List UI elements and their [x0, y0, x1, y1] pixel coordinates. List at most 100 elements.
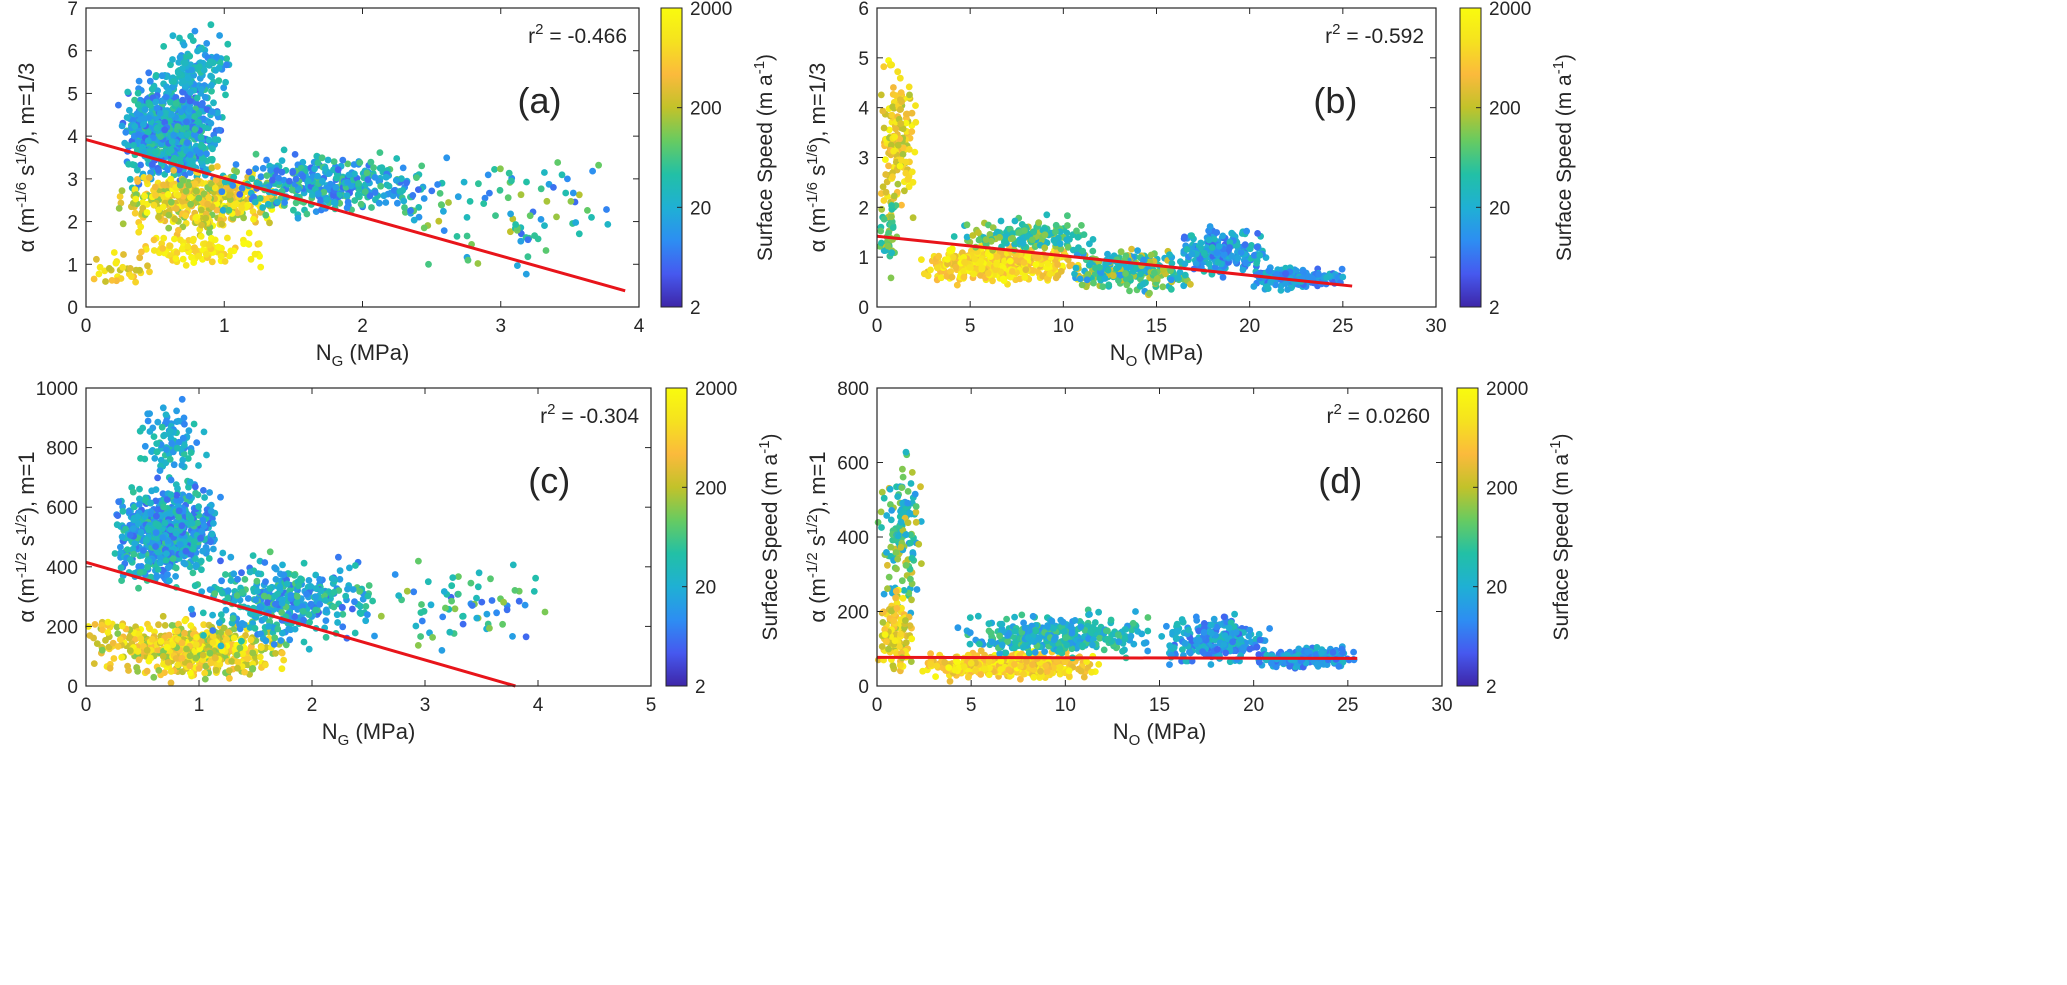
data-point: [330, 199, 338, 206]
data-point: [190, 420, 198, 428]
data-point: [145, 114, 153, 122]
data-point: [191, 244, 198, 252]
data-point: [905, 145, 913, 153]
data-point: [175, 166, 183, 174]
y-tick-label: 2: [67, 213, 78, 234]
data-point: [403, 179, 410, 187]
data-point: [1197, 239, 1205, 247]
data-point: [1083, 276, 1091, 284]
data-point: [197, 206, 205, 214]
data-point: [336, 567, 344, 575]
data-point: [1064, 243, 1072, 251]
data-point: [152, 191, 159, 199]
data-point: [198, 221, 205, 229]
data-point: [123, 114, 131, 121]
data-point: [223, 55, 231, 63]
data-point: [1214, 258, 1222, 266]
data-point: [191, 27, 199, 35]
data-point: [187, 200, 195, 208]
data-point: [435, 217, 443, 225]
colorbar-gradient: [1459, 7, 1482, 308]
data-point: [192, 489, 200, 497]
data-point: [249, 649, 257, 657]
data-point: [346, 564, 353, 572]
data-point: [343, 192, 351, 199]
data-point: [166, 242, 174, 250]
y-axis-label: α (m-1/6 s1/6), m=1/3: [13, 63, 39, 253]
data-point: [209, 145, 216, 153]
data-point: [291, 625, 299, 633]
data-point: [1090, 279, 1097, 287]
data-point: [163, 496, 171, 503]
data-point: [119, 263, 127, 271]
data-point: [314, 172, 321, 180]
x-axis-label: NG (MPa): [316, 340, 410, 370]
data-point: [213, 109, 221, 117]
data-point: [330, 158, 338, 166]
data-point: [182, 262, 190, 269]
data-point: [213, 53, 221, 61]
data-point: [1150, 269, 1158, 277]
data-point: [206, 649, 214, 657]
data-point: [288, 186, 296, 194]
data-point: [890, 192, 898, 200]
data-point: [233, 168, 241, 176]
y-axis-label: α (m-1/6 s1/6), m=1/3: [804, 63, 830, 253]
data-point: [195, 503, 203, 510]
data-point: [142, 536, 150, 544]
data-point: [247, 636, 255, 644]
data-point: [415, 186, 422, 194]
data-point: [141, 192, 149, 200]
data-point: [259, 164, 267, 172]
data-point: [892, 125, 900, 133]
data-point: [400, 197, 408, 205]
data-point: [1273, 270, 1280, 278]
data-point: [987, 237, 995, 245]
y-tick-label: 3: [67, 170, 78, 191]
y-label-sup: 1/6: [13, 144, 30, 165]
data-point: [1078, 281, 1086, 289]
panel-label: (b): [1313, 80, 1357, 121]
data-point: [161, 126, 169, 134]
data-point: [1166, 251, 1173, 258]
data-point: [944, 255, 951, 263]
data-point: [126, 265, 134, 272]
data-point: [155, 213, 162, 221]
data-point: [285, 177, 293, 185]
data-point: [252, 165, 260, 173]
data-point: [880, 124, 888, 132]
data-point: [892, 92, 900, 99]
data-point: [205, 194, 213, 201]
data-point: [463, 232, 471, 240]
data-point: [135, 77, 143, 85]
data-point: [148, 635, 156, 643]
data-point: [1069, 246, 1077, 254]
data-point: [209, 627, 217, 634]
data-point: [191, 483, 199, 491]
data-point: [878, 239, 885, 247]
data-point: [150, 247, 158, 254]
data-point: [154, 474, 162, 482]
data-point: [197, 233, 205, 240]
data-point: [152, 148, 159, 156]
data-point: [349, 605, 356, 613]
data-point: [437, 201, 445, 209]
data-point: [1054, 261, 1061, 268]
data-point: [156, 467, 164, 474]
data-point: [247, 255, 255, 263]
data-point: [1105, 281, 1113, 289]
point-cluster-5: [218, 146, 446, 222]
y-label-suffix: ), m=1/3: [805, 63, 830, 144]
data-point: [221, 258, 229, 265]
data-point: [1132, 263, 1140, 271]
data-point: [1021, 274, 1029, 281]
data-point: [344, 198, 352, 206]
y-tick-label: 1: [67, 255, 78, 276]
y-tick-label: 0: [67, 298, 78, 319]
data-point: [186, 97, 194, 105]
data-point: [1073, 227, 1080, 235]
data-point: [1115, 263, 1122, 271]
data-point: [259, 204, 267, 211]
data-point: [1140, 256, 1147, 264]
data-point: [178, 522, 186, 530]
